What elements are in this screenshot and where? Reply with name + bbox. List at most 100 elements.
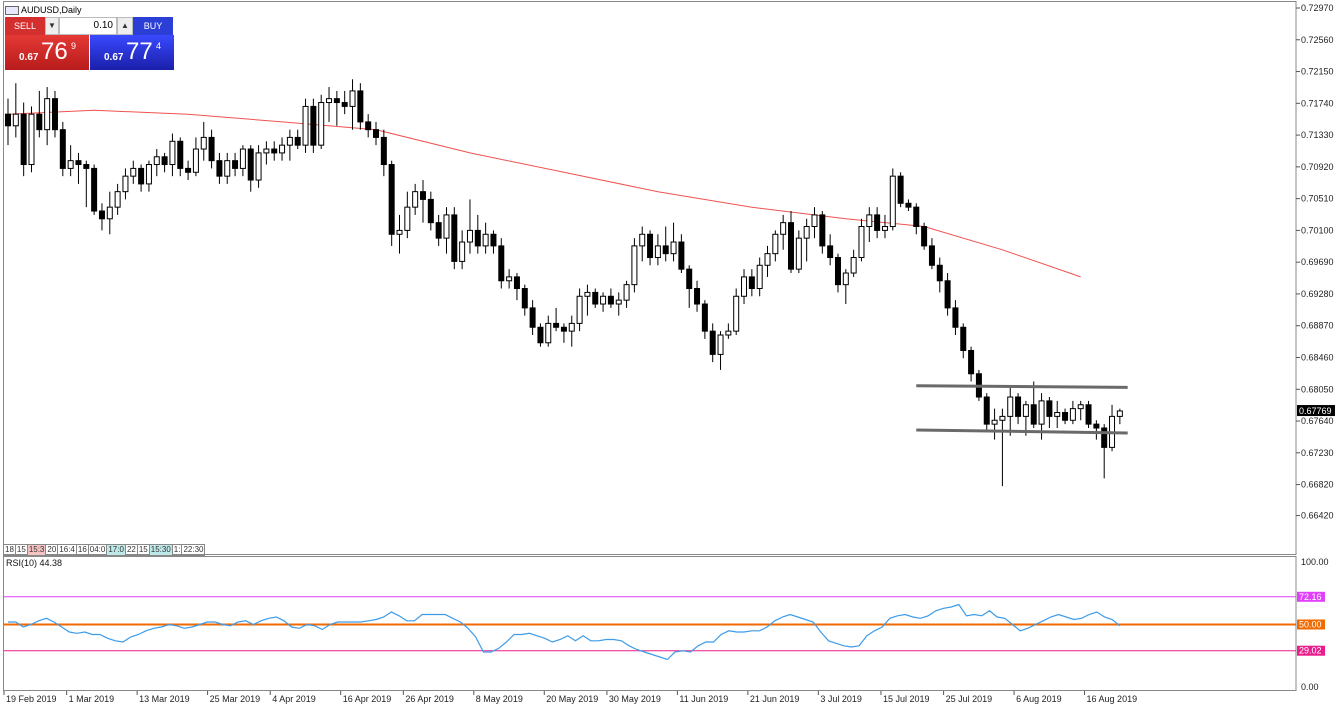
volume-input[interactable]: 0.10 xyxy=(59,17,117,35)
candle-bearish xyxy=(607,295,614,305)
candle-bullish xyxy=(584,291,591,297)
rsi-level-mid-label: 50.00 xyxy=(1299,620,1322,630)
candle-bearish xyxy=(51,98,58,131)
candle-bullish xyxy=(545,322,552,344)
candle-bearish xyxy=(694,288,701,305)
main-panel-frame xyxy=(3,1,1297,555)
rsi-level-oversold-box xyxy=(1297,645,1325,656)
price-axis-label: 0.67230 xyxy=(1301,448,1334,458)
candle-bullish xyxy=(459,241,466,262)
candle-bullish xyxy=(1022,404,1029,417)
rsi-level-mid-box xyxy=(1297,619,1325,630)
candle-bullish xyxy=(795,237,802,270)
candle-bearish xyxy=(20,113,27,166)
buy-button[interactable]: 0.67 77 4 xyxy=(90,35,174,70)
candle-bearish xyxy=(560,326,567,332)
date-axis-label: 21 Jun 2019 xyxy=(750,694,800,704)
date-axis-label: 19 Feb 2019 xyxy=(6,694,57,704)
session-item: 15:30 xyxy=(149,545,173,555)
date-axis-label: 4 Apr 2019 xyxy=(272,694,316,704)
candle-bullish xyxy=(106,206,113,220)
rsi-level-overbought-box xyxy=(1297,591,1325,602)
session-item: 1: xyxy=(173,545,183,555)
price-axis-label: 0.70920 xyxy=(1301,162,1334,172)
candle-bullish xyxy=(772,233,779,255)
candle-bearish xyxy=(5,113,11,127)
candle-bullish xyxy=(1077,404,1084,410)
candle-bearish xyxy=(341,102,348,107)
candle-bullish xyxy=(803,226,810,239)
sell-button[interactable]: 0.67 76 9 xyxy=(5,35,89,70)
candle-bearish xyxy=(1046,400,1053,417)
rsi-title: RSI(10) 44.38 xyxy=(6,558,62,568)
candle-bearish xyxy=(921,226,928,247)
candle-bullish xyxy=(741,276,748,297)
volume-up-icon[interactable]: ▲ xyxy=(117,17,133,35)
date-axis-label: 13 Mar 2019 xyxy=(139,694,190,704)
candle-bearish xyxy=(960,326,967,352)
candle-bullish xyxy=(192,148,199,173)
candle-bullish xyxy=(600,295,607,305)
sell-label[interactable]: SELL xyxy=(5,17,45,35)
volume-dropdown-icon[interactable]: ▼ xyxy=(45,17,59,35)
candle-bearish xyxy=(310,105,317,146)
candle-bearish xyxy=(294,136,301,146)
candle-bearish xyxy=(373,129,380,138)
candle-bearish xyxy=(709,330,716,355)
candle-bearish xyxy=(897,175,904,204)
price-axis-label: 0.71740 xyxy=(1301,98,1334,108)
candle-bearish xyxy=(185,167,192,173)
price-axis-label: 0.70100 xyxy=(1301,225,1334,235)
candle-bearish xyxy=(874,214,881,231)
candle-bullish xyxy=(764,253,771,266)
candle-bearish xyxy=(968,350,975,375)
date-axis-label: 30 May 2019 xyxy=(609,694,661,704)
candle-bullish xyxy=(568,322,575,332)
candle-bullish xyxy=(349,90,356,107)
candle-bearish xyxy=(928,245,935,266)
candle-bearish xyxy=(553,322,560,328)
price-axis-label: 0.66820 xyxy=(1301,480,1334,490)
current-price-box xyxy=(1297,405,1335,417)
candle-bullish xyxy=(850,257,857,274)
candle-bullish xyxy=(279,144,286,154)
date-axis-label: 16 Aug 2019 xyxy=(1087,694,1138,704)
candle-bullish xyxy=(326,98,333,104)
rsi-axis-label: 0.00 xyxy=(1301,682,1319,692)
candle-bearish xyxy=(59,129,66,169)
candle-bullish xyxy=(842,272,849,286)
candle-bullish xyxy=(482,233,489,247)
session-item: 17:0 xyxy=(107,545,126,555)
candle-bearish xyxy=(1101,427,1108,448)
candle-bullish xyxy=(114,191,121,208)
candle-bearish xyxy=(936,264,943,282)
candle-bearish xyxy=(529,307,536,328)
candle-bullish xyxy=(466,229,473,243)
candle-bullish xyxy=(654,245,661,259)
candle-bullish xyxy=(999,415,1006,421)
candle-bearish xyxy=(75,160,82,166)
rsi-line xyxy=(8,603,1121,661)
candle-bearish xyxy=(490,233,497,247)
candle-bearish xyxy=(388,164,395,235)
session-item: 15 xyxy=(138,545,150,555)
one-click-trading-panel: SELL ▼ 0.10 ▲ BUY 0.67 76 9 0.67 77 4 xyxy=(5,17,174,70)
candle-bullish xyxy=(576,295,583,324)
price-axis-label: 0.72560 xyxy=(1301,35,1334,45)
candle-bullish xyxy=(412,191,419,208)
candle-bearish xyxy=(952,307,959,328)
candle-bearish xyxy=(701,303,708,332)
candle-bearish xyxy=(435,222,442,239)
candle-bearish xyxy=(678,241,685,270)
price-axis-label: 0.72150 xyxy=(1301,67,1334,77)
candle-bearish xyxy=(419,191,426,200)
candle-bearish xyxy=(427,198,434,224)
candle-bearish xyxy=(537,326,544,344)
session-item: 15 xyxy=(16,545,28,555)
candle-bullish xyxy=(866,214,873,228)
candle-bullish xyxy=(443,214,450,239)
candle-bullish xyxy=(44,98,51,131)
buy-label[interactable]: BUY xyxy=(133,17,173,35)
